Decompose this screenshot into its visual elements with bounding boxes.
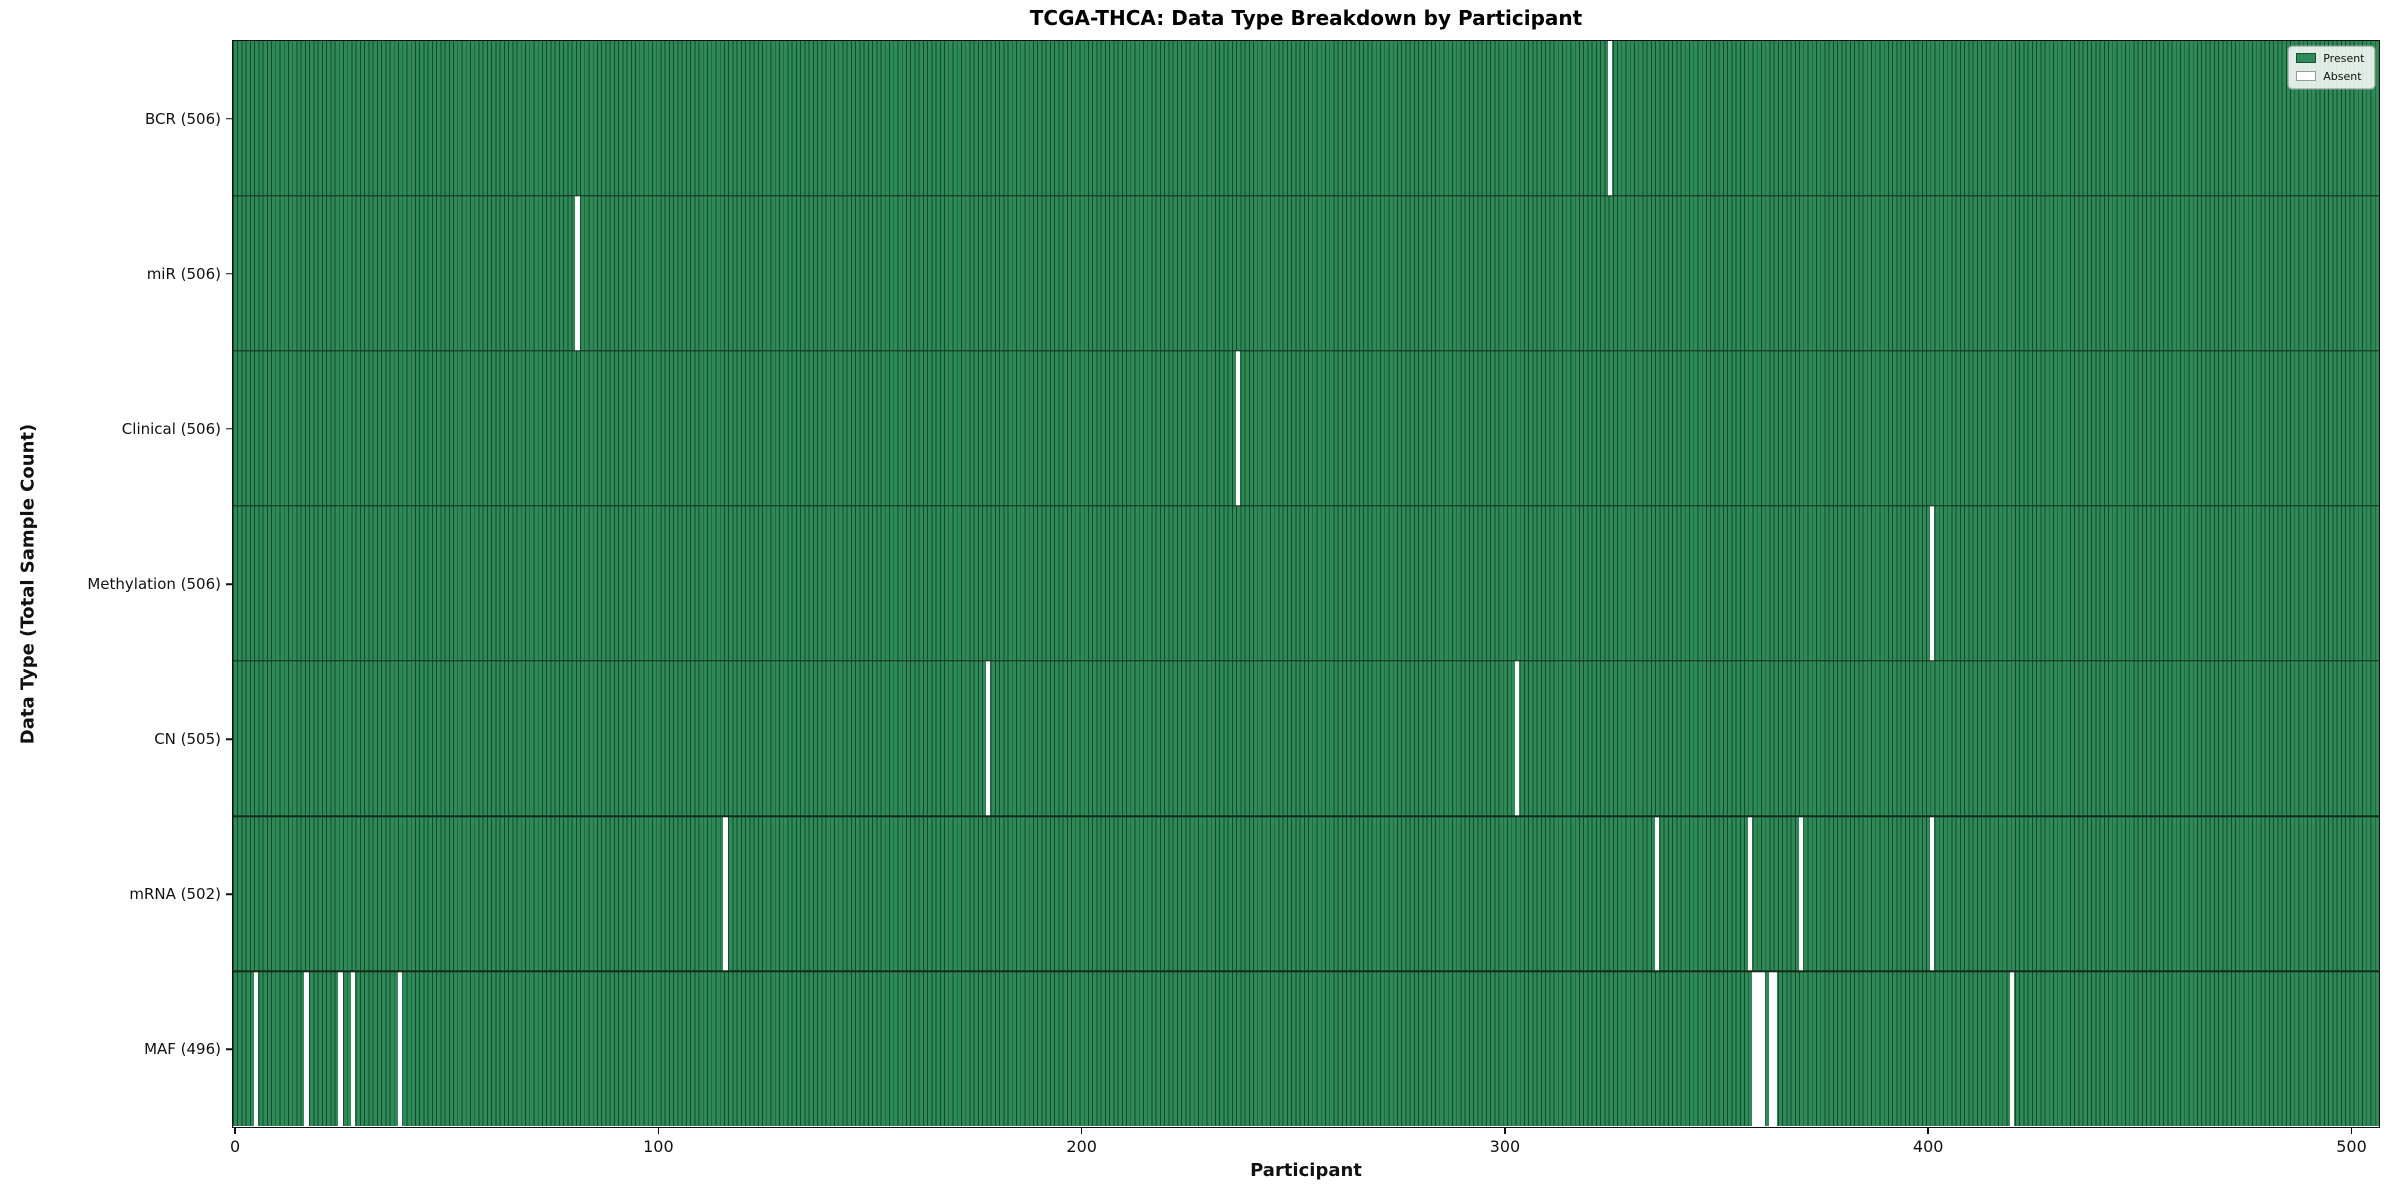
- legend-entry-present: Present: [2296, 51, 2365, 65]
- absent-stripe-methylation-401: [1929, 505, 1935, 662]
- row-separator: [232, 350, 2379, 352]
- absent-stripe-mir-81: [575, 195, 580, 351]
- absent-stripe-mrna-370: [1798, 816, 1803, 972]
- row-clinical: [232, 350, 2379, 506]
- y-tick-label-methylation: Methylation (506): [87, 575, 221, 593]
- legend: Present Absent: [2288, 45, 2375, 89]
- y-tick-label-mrna: mRNA (502): [129, 885, 221, 904]
- y-tick-label-clinical: Clinical (506): [121, 419, 221, 438]
- absent-stripe-maf-28: [351, 971, 356, 1127]
- absent-stripe-mrna-116: [723, 816, 728, 972]
- row-mrna: [232, 816, 2379, 972]
- absent-stripe-clinical-237: [1235, 350, 1240, 506]
- absent-stripe-cn-178: [985, 661, 991, 817]
- x-tick-label-400: 400: [1912, 1137, 1944, 1156]
- x-axis-label: Participant: [1250, 1160, 1362, 1181]
- y-tick-label-mir: miR (506): [146, 264, 221, 283]
- y-axis-label-text: Data Type (Total Sample Count): [17, 423, 39, 745]
- y-tick-label-cn: CN (505): [154, 730, 221, 749]
- x-tick-label-200: 200: [1066, 1137, 1097, 1156]
- absent-stripe-maf-5: [253, 971, 258, 1127]
- x-tick-label-300: 300: [1489, 1137, 1521, 1156]
- row-cn: [232, 661, 2379, 817]
- y-tick-label-bcr: BCR (506): [144, 109, 221, 128]
- absent-stripe-maf-17: [304, 971, 309, 1127]
- y-tick-label-maf: MAF (496): [144, 1040, 221, 1059]
- absent-stripe-cn-303: [1515, 661, 1520, 817]
- absent-stripe-mrna-401: [1929, 816, 1935, 972]
- x-tick-mark: [234, 1127, 236, 1134]
- y-tick-mark: [226, 117, 233, 120]
- absent-stripe-maf-361: [1760, 971, 1765, 1127]
- x-tick-mark: [1080, 1127, 1083, 1134]
- row-separator: [232, 660, 2379, 662]
- row-separator: [232, 505, 2379, 507]
- legend-swatch-absent-icon: [2296, 71, 2317, 81]
- y-axis-label: Data Type (Total Sample Count): [18, 424, 39, 744]
- y-tick-mark: [226, 893, 233, 896]
- absent-stripe-maf-360: [1756, 971, 1761, 1127]
- x-tick-label-0: 0: [230, 1137, 241, 1156]
- absent-stripe-maf-364: [1773, 971, 1778, 1127]
- y-tick-mark: [226, 1048, 233, 1051]
- y-tick-mark: [226, 272, 233, 275]
- row-separator: [232, 194, 2379, 197]
- row-separator: [232, 815, 2379, 817]
- absent-stripe-mrna-336: [1654, 816, 1659, 972]
- x-tick-label-100: 100: [643, 1137, 674, 1156]
- legend-swatch-present-icon: [2296, 53, 2317, 63]
- row-mir: [232, 195, 2379, 351]
- absent-stripe-maf-359: [1752, 971, 1757, 1127]
- row-separator: [232, 970, 2379, 973]
- legend-label-present: Present: [2323, 51, 2365, 65]
- legend-entry-absent: Absent: [2296, 70, 2364, 83]
- y-tick-mark: [226, 583, 233, 585]
- y-tick-mark: [226, 428, 233, 430]
- row-bcr: [232, 40, 2379, 196]
- absent-stripe-maf-420: [2010, 971, 2015, 1127]
- row-maf: [232, 971, 2379, 1127]
- row-methylation: [232, 505, 2379, 662]
- y-tick-mark: [226, 738, 233, 740]
- plot-area: Present Absent: [231, 39, 2380, 1128]
- absent-stripe-maf-25: [338, 971, 343, 1127]
- x-tick-mark: [2350, 1127, 2353, 1134]
- absent-stripe-maf-39: [397, 971, 402, 1127]
- x-tick-mark: [1927, 1127, 1929, 1134]
- x-tick-mark: [657, 1127, 660, 1134]
- chart-title: TCGA-THCA: Data Type Breakdown by Partic…: [1029, 6, 1583, 30]
- absent-stripe-bcr-325: [1608, 40, 1613, 196]
- legend-label-absent: Absent: [2323, 69, 2362, 83]
- x-tick-mark: [1504, 1127, 1506, 1134]
- absent-stripe-mrna-358: [1747, 816, 1753, 972]
- absent-stripe-maf-363: [1768, 971, 1774, 1127]
- x-tick-label-500: 500: [2336, 1137, 2367, 1156]
